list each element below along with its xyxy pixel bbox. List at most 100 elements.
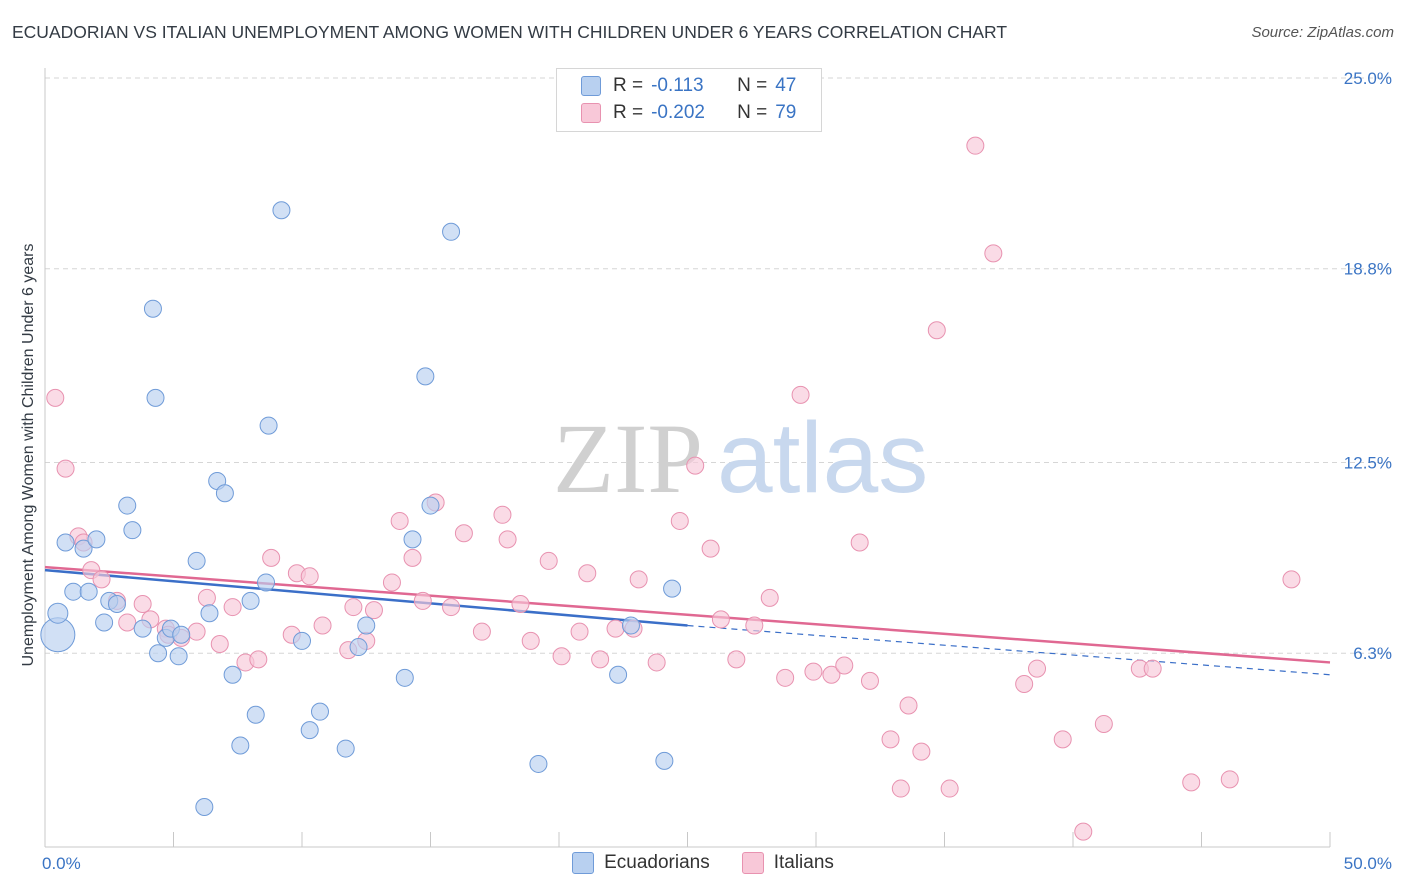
italian-point (210, 634, 229, 653)
legend-n-value: 47 (775, 75, 797, 96)
italian-point (1282, 570, 1301, 589)
y-tick-label: 6.3% (1353, 644, 1392, 663)
ecuadorian-trend-line (44, 568, 688, 627)
ecuadorian-point (663, 579, 682, 598)
legend-swatch-italians (741, 852, 764, 874)
ecuadorian-trend-extension (687, 624, 1331, 676)
ecuadorian-point (87, 530, 106, 549)
italian-trend-line (44, 565, 1331, 664)
italian-point (966, 136, 985, 155)
italian-point (197, 588, 216, 607)
legend-n-label: N = (737, 102, 768, 123)
legend-r-value: -0.202 (651, 102, 705, 123)
ecuadorian-point (357, 616, 376, 635)
ecuadorian-point (609, 665, 628, 684)
ecuadorian-point (200, 604, 219, 623)
italian-point (711, 610, 730, 629)
ecuadorian-point (95, 613, 114, 632)
italian-point (313, 616, 332, 635)
x-tick-label: 0.0% (42, 854, 81, 873)
ecuadorian-point (421, 496, 440, 515)
italian-point (760, 588, 779, 607)
ecuadorian-point (215, 484, 234, 503)
ecuadorian-point (655, 751, 674, 770)
italian-point (591, 650, 610, 669)
legend-r-value: -0.113 (651, 75, 704, 96)
italian-point (364, 601, 383, 620)
italian-point (776, 668, 795, 687)
italian-point (390, 511, 409, 530)
ecuadorian-point (223, 665, 242, 684)
legend-n-label: N = (737, 75, 768, 96)
y-tick-label: 25.0% (1344, 69, 1392, 88)
legend-label-ecuadorians: Ecuadorians (604, 852, 710, 873)
legend-row-italians: R = -0.202 N = 79 (581, 101, 796, 125)
italian-point (927, 321, 946, 340)
italian-point (403, 548, 422, 567)
italian-point (1094, 714, 1113, 733)
ecuadorian-point (187, 551, 206, 570)
italian-point (552, 647, 571, 666)
tick-labels: 6.3% 12.5% 18.8% 25.0% 0.0% 50.0% (42, 69, 1392, 873)
ecuadorian-point (143, 299, 162, 318)
ecuadorian-point (336, 739, 355, 758)
italian-point (382, 573, 401, 592)
x-tick-label: 50.0% (1344, 854, 1392, 873)
italian-point (454, 524, 473, 543)
italian-point (1220, 770, 1239, 789)
watermark: ZIP atlas (553, 402, 928, 514)
axes (44, 68, 1331, 848)
ecuadorian-point (621, 616, 640, 635)
legend-swatch-italians (581, 103, 601, 123)
ecuadorian-point (123, 521, 142, 540)
italian-point (1143, 659, 1162, 678)
italian-point (835, 656, 854, 675)
italian-point (578, 564, 597, 583)
ecuadorian-point (74, 539, 93, 558)
italian-point (344, 598, 363, 617)
italian-point (670, 511, 689, 530)
italian-point (56, 459, 75, 478)
ecuadorian-point (349, 638, 368, 657)
ecuadorian-point (118, 496, 137, 515)
ecuadorian-point (241, 591, 260, 610)
italian-point (984, 244, 1003, 263)
ecuadorian-point (107, 594, 126, 613)
y-tick-label: 12.5% (1344, 454, 1392, 473)
italian-point (498, 530, 517, 549)
ecuadorian-point (442, 222, 461, 241)
ecuadorian-point (79, 582, 98, 601)
ecuadorian-point (195, 798, 214, 817)
italian-point (791, 385, 810, 404)
italian-point (940, 779, 959, 798)
data-points (40, 136, 1301, 841)
ecuadorian-point (416, 367, 435, 386)
italian-point (1053, 730, 1072, 749)
italian-point (511, 594, 530, 613)
gridlines (45, 77, 1392, 654)
legend-label-italians: Italians (773, 852, 834, 873)
italian-point (899, 696, 918, 715)
italian-point (1028, 659, 1047, 678)
legend-item-ecuadorians[interactable]: Ecuadorians (572, 852, 710, 874)
ecuadorian-point (47, 602, 69, 624)
series-legend: Ecuadorians Italians (0, 852, 1406, 874)
y-tick-label: 18.8% (1344, 260, 1392, 279)
italian-point (493, 505, 512, 524)
ecuadorian-point (172, 625, 191, 644)
legend-n-value: 79 (775, 102, 797, 123)
ecuadorian-point (149, 644, 168, 663)
watermark-atlas: atlas (717, 402, 928, 514)
italian-point (701, 539, 720, 558)
italian-point (606, 619, 625, 638)
ecuadorian-point (272, 201, 291, 220)
ecuadorian-point (246, 705, 265, 724)
ecuadorian-point (64, 582, 83, 601)
italian-point (223, 598, 242, 617)
y-axis-label: Unemployment Among Women with Children U… (20, 243, 37, 666)
ecuadorian-point (529, 754, 548, 773)
ecuadorian-point (133, 619, 152, 638)
legend-item-italians[interactable]: Italians (741, 852, 834, 874)
italian-point (860, 671, 879, 690)
